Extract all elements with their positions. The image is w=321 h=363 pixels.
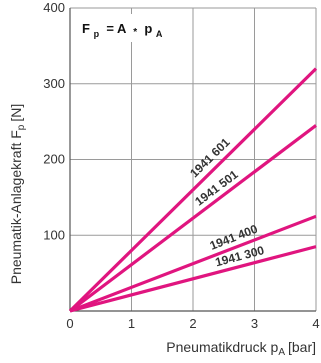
formula-f: F	[82, 21, 90, 36]
x-axis-title-main: Pneumatikdruck p	[166, 339, 278, 355]
formula-text: F p = A * p A	[82, 21, 163, 40]
x-tick-label-3: 3	[251, 316, 258, 331]
y-tick-label-400: 400	[43, 0, 65, 15]
series-line-3	[69, 245, 317, 313]
series-line-2	[69, 214, 317, 313]
formula-times: *	[133, 27, 137, 38]
formula-box-bg	[76, 14, 168, 42]
x-tick-label-1: 1	[128, 316, 135, 331]
x-axis-title-unit: [bar]	[288, 339, 316, 355]
x-tick-label-4: 4	[312, 316, 319, 331]
x-tick-label-2: 2	[189, 316, 196, 331]
formula-eq: = A	[103, 21, 130, 36]
formula-f-sub: p	[94, 29, 100, 39]
formula-p-sub: A	[156, 29, 163, 39]
x-tick-label-0: 0	[66, 316, 73, 331]
series-line-1	[69, 124, 317, 313]
y-axis-title-sub: p	[16, 124, 27, 130]
formula-box: F p = A * p A	[76, 14, 168, 42]
y-axis-title: Pneumatik-Anlagekraft Fp [N]	[8, 104, 27, 285]
axes	[69, 8, 316, 312]
series-line-0	[68, 67, 318, 313]
y-tick-label-300: 300	[43, 76, 65, 91]
y-axis-title-main: Pneumatik-Anlagekraft F	[8, 130, 24, 284]
x-axis-title-sub: A	[278, 347, 285, 358]
y-tick-label-200: 200	[43, 152, 65, 167]
y-tick-label-100: 100	[43, 227, 65, 242]
y-axis-title-unit: [N]	[8, 104, 24, 122]
x-axis-title: Pneumatikdruck pA [bar]	[166, 339, 316, 358]
formula-p: p	[141, 21, 153, 36]
grid	[70, 7, 317, 311]
series-lines	[68, 67, 318, 313]
tick-labels: 0 1 2 3 4 100 200 300 400	[43, 0, 319, 331]
